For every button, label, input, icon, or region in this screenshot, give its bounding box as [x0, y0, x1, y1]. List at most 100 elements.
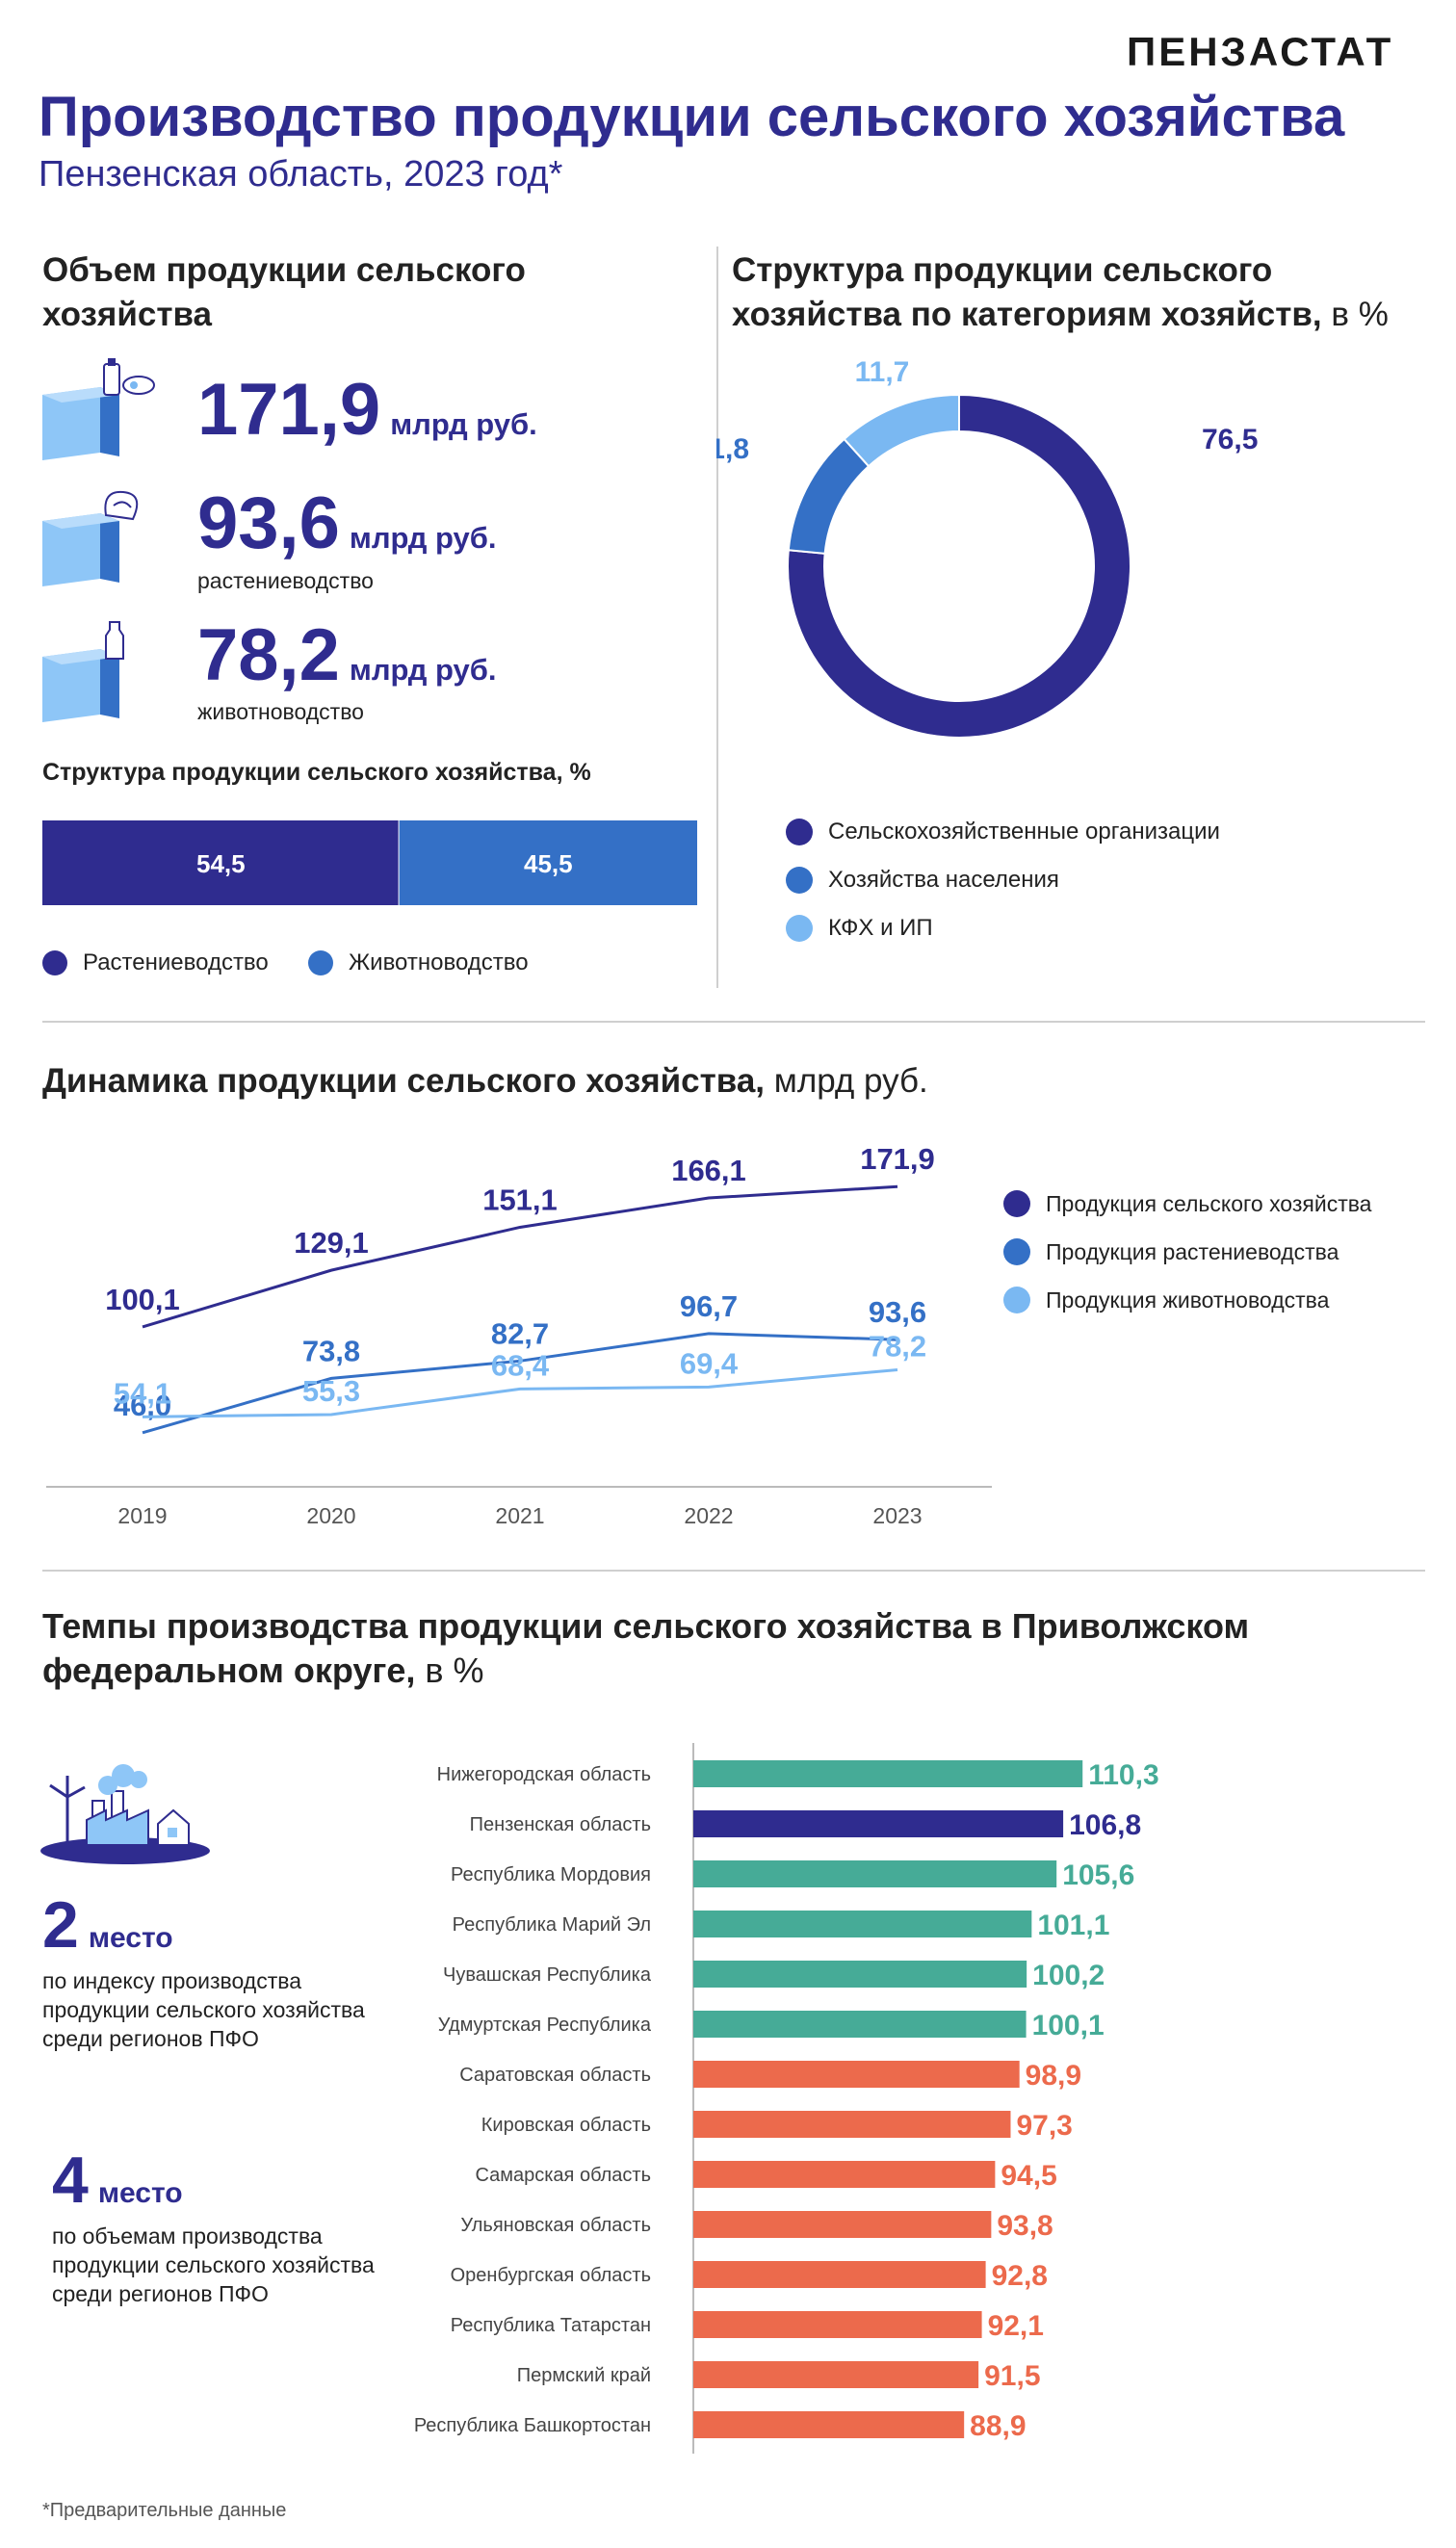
volume-livestock-value: 78,2 [197, 614, 340, 696]
line-label-1-2: 82,7 [491, 1316, 549, 1350]
structure-stacked-bar: 54,5 45,5 [42, 820, 697, 905]
donut-legend-dot-1 [786, 867, 813, 894]
region-bar-1 [693, 1810, 1064, 1837]
region-bar-11 [693, 2311, 982, 2338]
dynamics-title-text: Динамика продукции сельского хозяйства, [42, 1062, 766, 1100]
line-label-0-2: 151,1 [482, 1183, 558, 1216]
donut-label-1: 11,8 [716, 433, 749, 465]
line-label-2-2: 68,4 [491, 1348, 550, 1382]
region-value-2: 105,6 [1062, 1859, 1134, 1891]
farm-factory-icon [40, 1764, 210, 1864]
region-bar-7 [693, 2111, 1011, 2138]
line-label-1-4: 93,6 [869, 1295, 926, 1329]
region-label-2: Республика Мордовия [451, 1864, 651, 1885]
volume-crop-value: 93,6 [197, 482, 340, 564]
region-label-5: Удмуртская Республика [438, 2015, 652, 2036]
categories-title-unit: в % [1331, 296, 1389, 333]
volume-livestock: 78,2 млрд руб. [197, 613, 497, 697]
line-legend-label-1: Продукция растениеводства [1046, 1239, 1339, 1264]
line-label-2-3: 69,4 [680, 1346, 739, 1380]
structure-title: Структура продукции сельского хозяйства,… [42, 759, 591, 786]
donut-label-2: 11,7 [855, 356, 910, 388]
line-legend-dot-2 [1003, 1287, 1030, 1313]
rank-index-word: место [88, 1922, 173, 1954]
region-bar-2 [693, 1860, 1057, 1887]
line-x-tick-2023: 2023 [872, 1503, 922, 1528]
region-value-7: 97,3 [1016, 2110, 1072, 2142]
line-label-2-0: 54,1 [114, 1376, 171, 1410]
line-x-tick-2019: 2019 [117, 1503, 167, 1528]
region-label-9: Ульяновская область [460, 2215, 651, 2236]
dynamics-line-chart: 2019 2020 2021 2022 2023 100,1 129,1 151,1 166,1… [46, 1142, 1372, 1528]
region-bar-0 [693, 1760, 1083, 1787]
rank-volume-word: место [97, 2177, 183, 2209]
region-bar-4 [693, 1961, 1027, 1988]
legend-crop: Растениеводство [42, 949, 269, 976]
footnote: *Предварительные данные [42, 2500, 287, 2521]
line-legend-dot-1 [1003, 1238, 1030, 1265]
section-divider-vertical [716, 247, 718, 988]
volume-crop-caption: растениеводство [197, 568, 374, 593]
legend-crop-label: Растениеводство [83, 949, 269, 975]
regions-title-text: Темпы производства продукции сельского х… [42, 1606, 1250, 1690]
region-value-6: 98,9 [1026, 2060, 1081, 2092]
region-label-1: Пензенская область [470, 1814, 651, 1835]
line-label-2-4: 78,2 [869, 1329, 926, 1363]
region-value-8: 94,5 [1001, 2160, 1056, 2192]
line-label-0-1: 129,1 [294, 1226, 369, 1260]
rank-index-caption: по индексу производства продукции сельск… [42, 1968, 365, 2051]
line-x-tick-2022: 2022 [684, 1503, 733, 1528]
line-legend-label-0: Продукция сельского хозяйства [1046, 1191, 1372, 1216]
region-value-1: 106,8 [1069, 1809, 1141, 1841]
region-label-7: Кировская область [481, 2115, 651, 2136]
region-label-11: Республика Татарстан [451, 2315, 651, 2336]
donut-legend-label-1: Хозяйства населения [828, 867, 1059, 893]
categories-title-text: Структура продукции сельского хозяйства … [732, 251, 1322, 333]
categories-section-title: Структура продукции сельского хозяйства … [732, 248, 1444, 337]
line-series-0 [142, 1184, 898, 1329]
region-value-9: 93,8 [997, 2210, 1053, 2242]
milk-bottle-box-icon [42, 621, 124, 722]
region-value-12: 91,5 [984, 2360, 1040, 2392]
region-value-3: 101,1 [1037, 1910, 1109, 1941]
donut-legend-item-2: КФХ и ИП [786, 915, 1220, 942]
region-bar-9 [693, 2211, 992, 2238]
section-divider-1 [42, 1021, 1425, 1023]
line-label-0-4: 171,9 [860, 1142, 935, 1176]
grain-box-icon [42, 490, 139, 586]
line-label-1-1: 73,8 [302, 1334, 360, 1367]
line-label-0-3: 166,1 [671, 1154, 746, 1187]
regions-title-unit: в % [425, 1651, 484, 1690]
donut-legend-item-0: Сельскохозяйственные организации [786, 819, 1220, 845]
region-value-10: 92,8 [992, 2260, 1048, 2292]
volume-total-unit: млрд руб. [390, 407, 537, 441]
donut-legend-item-1: Хозяйства населения [786, 867, 1220, 894]
line-label-0-0: 100,1 [105, 1283, 180, 1316]
section-divider-2 [42, 1570, 1425, 1572]
line-x-tick-2021: 2021 [495, 1503, 544, 1528]
donut-label-0: 76,5 [1202, 424, 1258, 455]
donut-legend-label-2: КФХ и ИП [828, 915, 933, 941]
volume-livestock-unit: млрд руб. [349, 653, 497, 687]
donut-slice-0 [787, 393, 1131, 739]
donut-slice-2 [843, 393, 960, 468]
region-label-13: Республика Башкортостан [414, 2415, 651, 2436]
line-legend-label-2: Продукция животноводства [1046, 1287, 1330, 1313]
region-label-12: Пермский край [517, 2365, 651, 2386]
donut-legend-dot-2 [786, 915, 813, 942]
rank-index: 2 место [42, 1887, 173, 1963]
region-value-11: 92,1 [988, 2310, 1044, 2342]
milk-box-icon [42, 358, 155, 460]
region-bar-3 [693, 1911, 1032, 1937]
legend-livestock-dot [308, 950, 333, 975]
donut-legend-label-0: Сельскохозяйственные организации [828, 819, 1220, 845]
stacked-segment-1 [399, 820, 697, 905]
line-series-2 [142, 1367, 898, 1418]
region-value-0: 110,3 [1088, 1759, 1158, 1791]
region-label-10: Оренбургская область [451, 2265, 651, 2286]
volume-section-title: Объем продукции сельского хозяйства [42, 251, 526, 333]
region-bar-12 [693, 2361, 979, 2388]
volume-crop: 93,6 млрд руб. [197, 481, 497, 565]
rank-volume-caption: по объемам производства продукции сельск… [52, 2223, 375, 2306]
region-label-0: Нижегородская область [437, 1764, 651, 1785]
